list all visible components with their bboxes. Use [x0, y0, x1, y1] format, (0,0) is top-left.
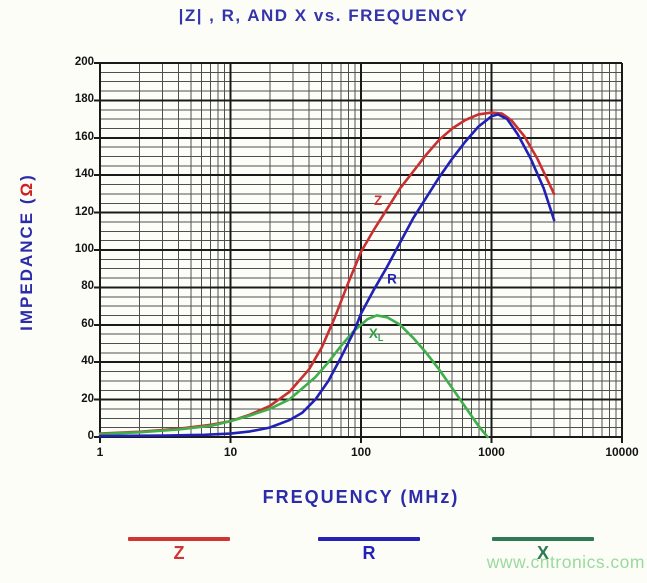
x-tick-label: 10000 — [605, 445, 639, 459]
watermark: www.cntronics.com — [486, 552, 645, 572]
y-tick-label: 100 — [74, 243, 94, 255]
y-tick-label: 0 — [87, 430, 94, 442]
legend-line-z — [128, 537, 230, 541]
axis-tick-marks — [94, 62, 623, 443]
y-tick-label: 80 — [81, 280, 94, 293]
legend-line-r — [318, 537, 420, 541]
y-tick-label: 200 — [74, 56, 94, 68]
legend-item-r: R — [318, 537, 420, 562]
y-tick-label: 60 — [81, 317, 94, 330]
curve-x — [98, 314, 489, 439]
legend-label-r: R — [362, 543, 376, 563]
y-tick-label: 20 — [81, 392, 94, 405]
legend-item-x: X — [492, 537, 594, 562]
legend-line-x — [492, 537, 594, 541]
legend-label-x: X — [536, 543, 549, 563]
x-tick-label: 1000 — [478, 445, 505, 459]
x-axis-label: FREQUENCY (MHz) — [262, 487, 460, 507]
x-tick-label: 100 — [350, 445, 372, 459]
curve-label-x: XL — [369, 326, 384, 343]
curve-label-z: Z — [374, 193, 382, 208]
y-tick-label: 180 — [74, 93, 94, 106]
x-tick-label: 1 — [96, 445, 104, 459]
y-tick-label: 160 — [74, 130, 94, 143]
chart-title: |Z| , R, AND X vs. FREQUENCY — [178, 6, 469, 25]
legend-item-z: Z — [128, 537, 230, 562]
y-tick-label: 140 — [74, 168, 94, 181]
curve-r — [98, 113, 556, 438]
curve-label-r: R — [387, 272, 397, 287]
x-tick-label: 10 — [223, 445, 238, 459]
legend-label-z: Z — [173, 543, 185, 563]
y-tick-label: 120 — [74, 205, 94, 218]
y-tick-label: 40 — [81, 355, 94, 368]
